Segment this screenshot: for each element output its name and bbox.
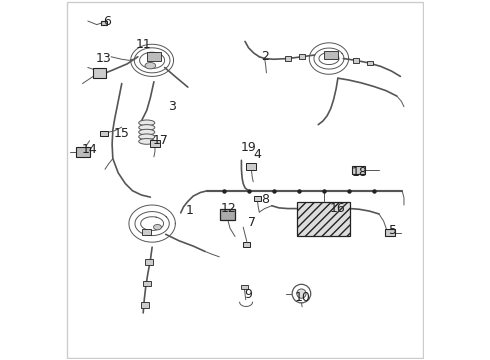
Circle shape bbox=[297, 289, 306, 298]
Ellipse shape bbox=[139, 129, 155, 135]
Text: 11: 11 bbox=[135, 38, 151, 51]
Text: 14: 14 bbox=[82, 143, 98, 156]
Bar bbox=[367, 60, 373, 65]
Text: 8: 8 bbox=[261, 193, 269, 206]
Text: 2: 2 bbox=[261, 50, 269, 63]
Bar bbox=[324, 51, 338, 59]
Bar bbox=[141, 302, 149, 308]
Text: 17: 17 bbox=[153, 134, 169, 147]
Text: 4: 4 bbox=[253, 148, 262, 162]
Ellipse shape bbox=[139, 120, 155, 126]
Bar bbox=[299, 54, 305, 59]
Ellipse shape bbox=[153, 225, 161, 230]
Bar bbox=[100, 131, 108, 136]
Text: 16: 16 bbox=[330, 202, 346, 215]
Bar bbox=[285, 56, 291, 61]
Bar bbox=[297, 202, 350, 235]
Bar bbox=[142, 229, 151, 235]
Bar bbox=[220, 208, 235, 220]
Text: 3: 3 bbox=[168, 100, 176, 113]
Bar bbox=[352, 166, 366, 175]
Bar bbox=[246, 163, 256, 170]
Ellipse shape bbox=[139, 125, 155, 130]
Bar bbox=[243, 242, 250, 247]
Ellipse shape bbox=[139, 139, 155, 144]
Ellipse shape bbox=[145, 63, 156, 69]
Text: 13: 13 bbox=[96, 52, 112, 65]
Bar bbox=[385, 229, 394, 237]
Text: 15: 15 bbox=[114, 127, 130, 140]
Bar bbox=[143, 281, 151, 286]
Bar bbox=[100, 21, 107, 25]
Bar bbox=[146, 260, 153, 265]
Text: 10: 10 bbox=[294, 291, 310, 305]
Text: 5: 5 bbox=[389, 224, 397, 237]
Text: 12: 12 bbox=[221, 202, 237, 215]
Text: 9: 9 bbox=[245, 288, 252, 301]
Bar bbox=[254, 196, 261, 201]
Ellipse shape bbox=[139, 134, 155, 140]
Bar bbox=[352, 58, 359, 63]
Bar bbox=[147, 52, 161, 61]
Bar bbox=[76, 147, 90, 157]
Text: 6: 6 bbox=[103, 14, 111, 27]
Bar bbox=[241, 285, 247, 289]
Text: 7: 7 bbox=[248, 216, 256, 229]
Text: 1: 1 bbox=[186, 204, 194, 217]
Text: 19: 19 bbox=[241, 141, 256, 154]
Text: 18: 18 bbox=[351, 166, 367, 179]
Bar bbox=[93, 68, 105, 78]
Bar bbox=[149, 140, 160, 148]
